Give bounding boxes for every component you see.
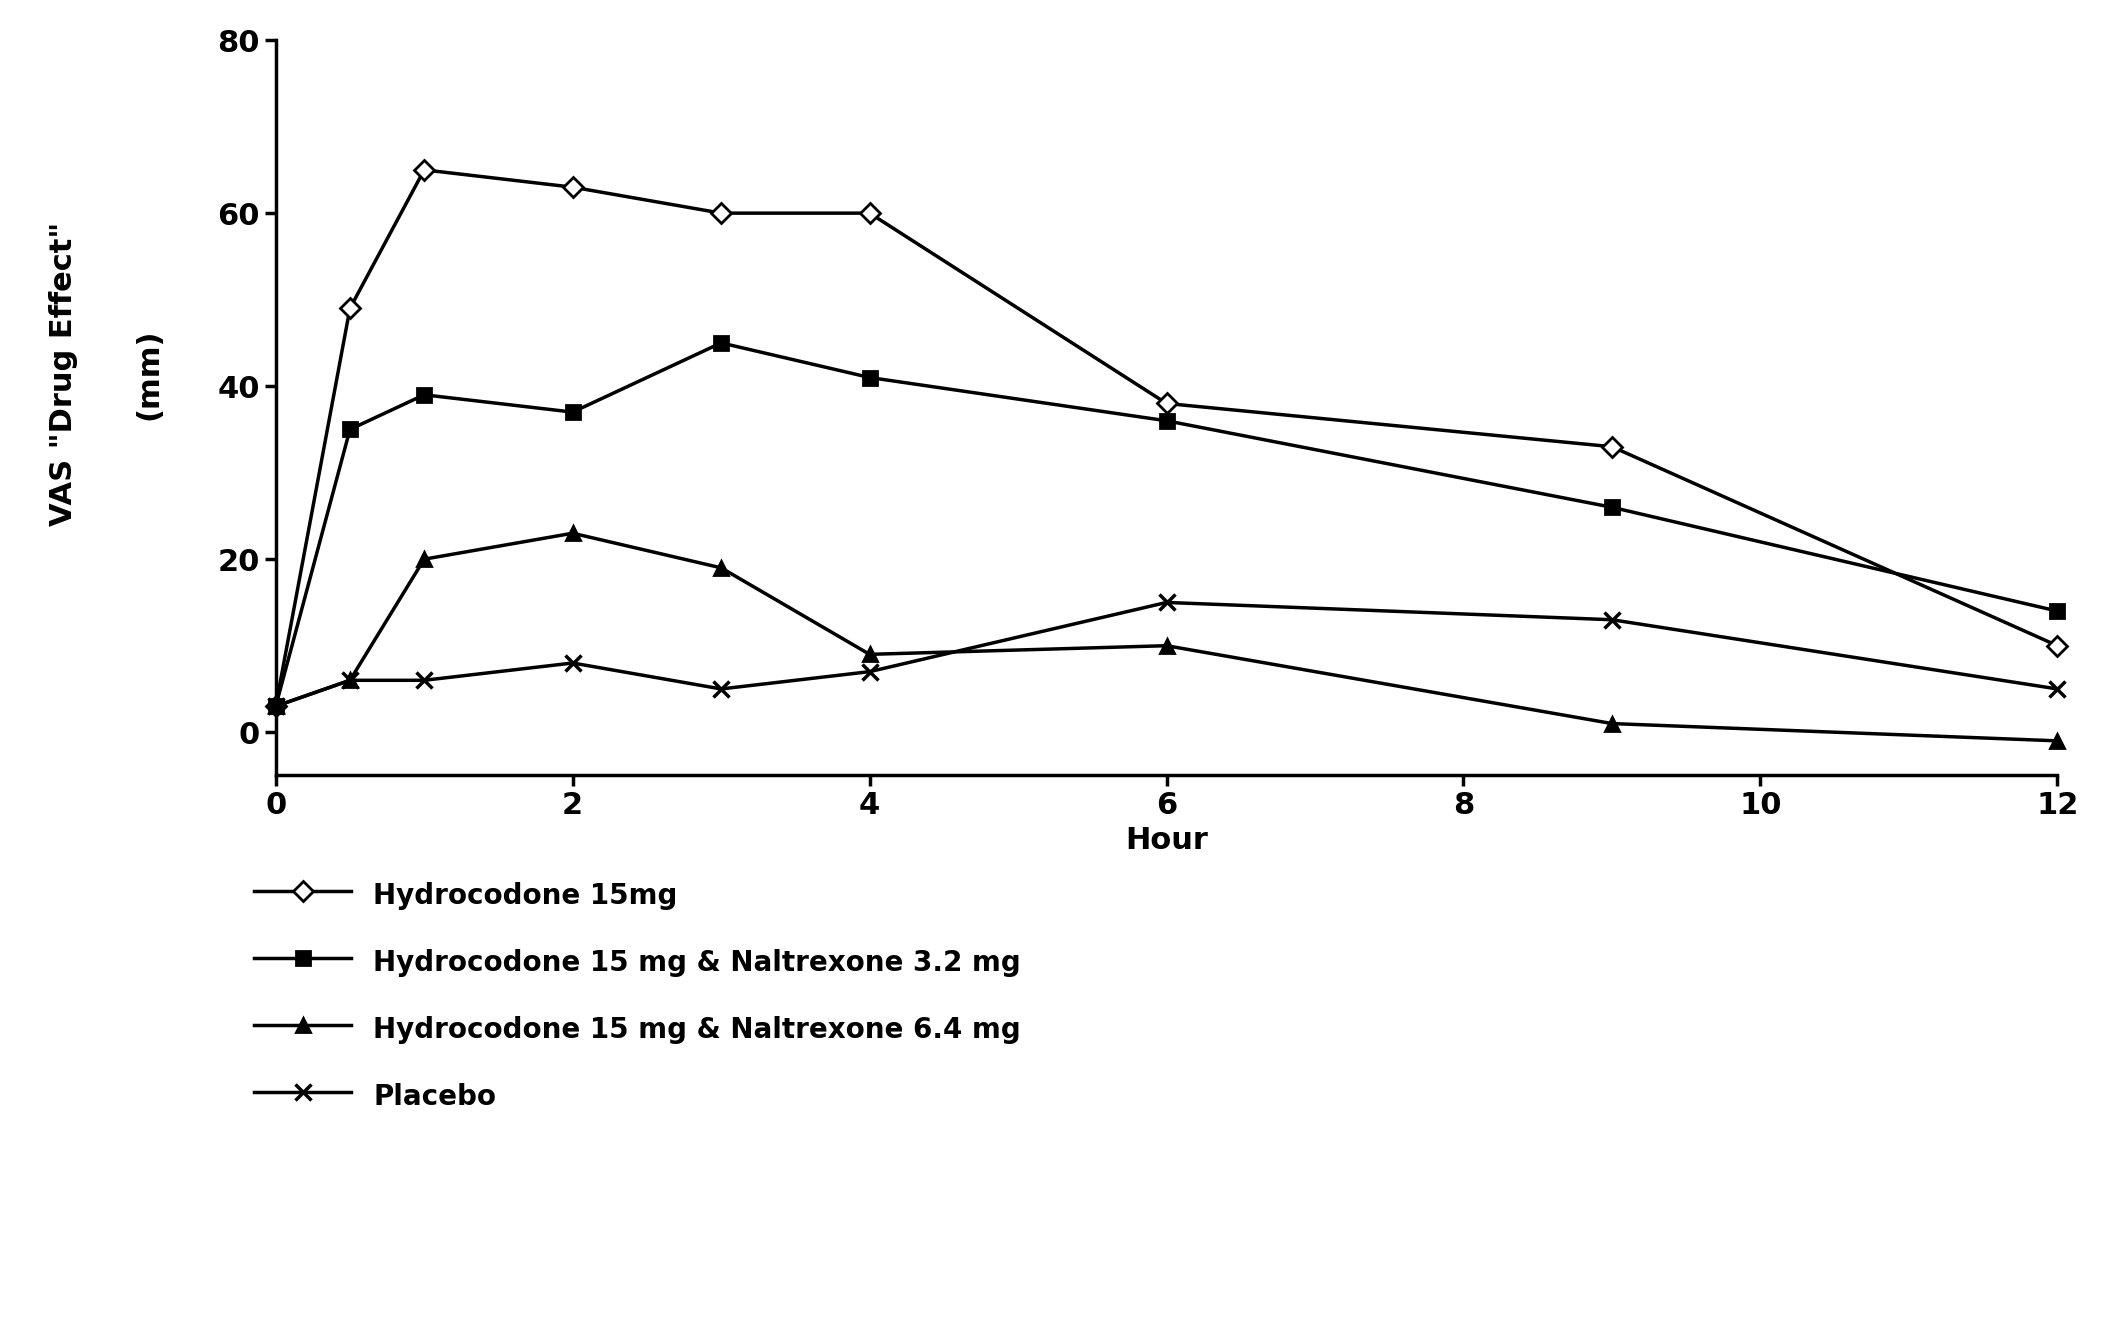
X-axis label: Hour: Hour — [1124, 826, 1209, 854]
Hydrocodone 15 mg & Naltrexone 6.4 mg — [708, 560, 734, 576]
Placebo — [1599, 612, 1625, 628]
Hydrocodone 15 mg & Naltrexone 3.2 mg — [337, 421, 363, 437]
Hydrocodone 15mg — [560, 179, 585, 195]
Hydrocodone 15 mg & Naltrexone 6.4 mg — [1154, 638, 1179, 654]
Text: VAS "Drug Effect": VAS "Drug Effect" — [49, 222, 78, 527]
Line: Hydrocodone 15 mg & Naltrexone 3.2 mg: Hydrocodone 15 mg & Naltrexone 3.2 mg — [269, 336, 2064, 713]
Hydrocodone 15 mg & Naltrexone 6.4 mg — [560, 525, 585, 541]
Hydrocodone 15 mg & Naltrexone 6.4 mg — [2045, 733, 2070, 749]
Hydrocodone 15 mg & Naltrexone 6.4 mg — [337, 673, 363, 689]
Placebo — [560, 655, 585, 671]
Hydrocodone 15 mg & Naltrexone 3.2 mg — [560, 404, 585, 420]
Hydrocodone 15mg — [337, 301, 363, 317]
Legend: Hydrocodone 15mg, Hydrocodone 15 mg & Naltrexone 3.2 mg, Hydrocodone 15 mg & Nal: Hydrocodone 15mg, Hydrocodone 15 mg & Na… — [255, 877, 1020, 1114]
Line: Hydrocodone 15 mg & Naltrexone 6.4 mg: Hydrocodone 15 mg & Naltrexone 6.4 mg — [269, 527, 2064, 747]
Hydrocodone 15mg — [708, 205, 734, 221]
Placebo — [337, 673, 363, 689]
Hydrocodone 15mg — [857, 205, 882, 221]
Placebo — [1154, 595, 1179, 611]
Hydrocodone 15 mg & Naltrexone 6.4 mg — [263, 698, 288, 714]
Hydrocodone 15 mg & Naltrexone 3.2 mg — [1154, 413, 1179, 429]
Text: (mm): (mm) — [134, 329, 163, 420]
Hydrocodone 15 mg & Naltrexone 6.4 mg — [411, 551, 437, 567]
Line: Placebo: Placebo — [267, 594, 2066, 714]
Hydrocodone 15mg — [1599, 439, 1625, 455]
Hydrocodone 15mg — [1154, 396, 1179, 412]
Hydrocodone 15 mg & Naltrexone 3.2 mg — [2045, 603, 2070, 619]
Hydrocodone 15 mg & Naltrexone 3.2 mg — [857, 369, 882, 385]
Hydrocodone 15 mg & Naltrexone 6.4 mg — [857, 646, 882, 662]
Hydrocodone 15 mg & Naltrexone 6.4 mg — [1599, 715, 1625, 731]
Hydrocodone 15 mg & Naltrexone 3.2 mg — [263, 698, 288, 714]
Hydrocodone 15mg — [2045, 638, 2070, 654]
Hydrocodone 15mg — [263, 698, 288, 714]
Placebo — [263, 698, 288, 714]
Hydrocodone 15 mg & Naltrexone 3.2 mg — [708, 334, 734, 350]
Hydrocodone 15 mg & Naltrexone 3.2 mg — [411, 386, 437, 402]
Placebo — [411, 673, 437, 689]
Hydrocodone 15 mg & Naltrexone 3.2 mg — [1599, 499, 1625, 515]
Placebo — [708, 681, 734, 697]
Line: Hydrocodone 15mg: Hydrocodone 15mg — [269, 163, 2064, 713]
Placebo — [857, 663, 882, 679]
Placebo — [2045, 681, 2070, 697]
Hydrocodone 15mg — [411, 162, 437, 178]
